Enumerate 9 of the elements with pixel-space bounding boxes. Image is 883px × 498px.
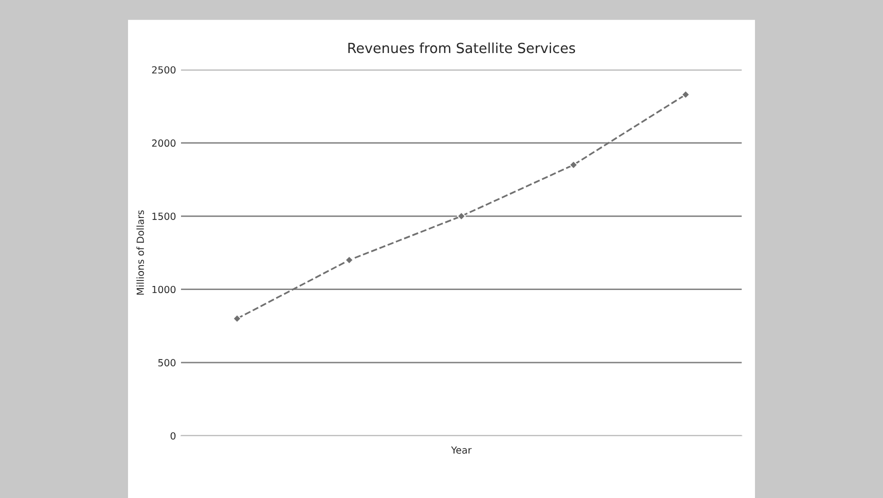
y-tick-label: 1000 (152, 286, 176, 294)
y-tick-label: 2500 (152, 66, 176, 74)
y-tick-label: 1500 (152, 212, 176, 220)
y-tick-label: 0 (170, 432, 176, 440)
y-tick-label: 2000 (152, 139, 176, 147)
chart-title: Revenues from Satellite Services (348, 42, 576, 54)
y-axis-title: Millions of Dollars (136, 210, 144, 295)
x-axis-title: Year (451, 446, 472, 454)
y-tick-label: 500 (158, 359, 176, 366)
